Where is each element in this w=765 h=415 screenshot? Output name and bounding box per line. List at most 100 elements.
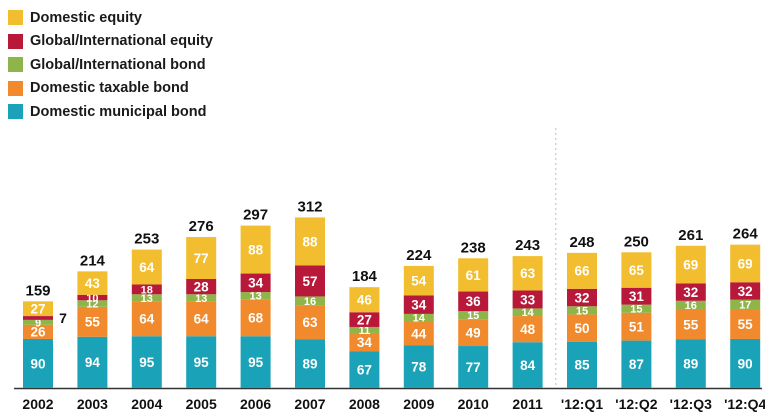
data-label: 10	[86, 292, 98, 304]
bar-segment	[77, 294, 108, 301]
data-label: 43	[85, 276, 101, 291]
data-label: 94	[85, 355, 101, 370]
data-label: 54	[411, 273, 427, 288]
data-label: 90	[738, 356, 753, 371]
legend-label: Domestic equity	[30, 9, 142, 26]
bar-segment	[730, 338, 761, 388]
data-label: 34	[411, 297, 427, 312]
data-label: 95	[248, 355, 264, 370]
data-label: 65	[629, 263, 645, 278]
bar-segment	[621, 312, 652, 341]
bar-segment	[567, 314, 597, 342]
data-label: 50	[574, 321, 589, 336]
bar-segment	[349, 351, 380, 388]
data-label: 32	[738, 284, 753, 299]
data-label: 57	[302, 274, 317, 289]
bar-segment	[403, 295, 434, 314]
total-label: 248	[569, 234, 594, 251]
data-label: 48	[520, 322, 536, 337]
legend-swatch	[8, 33, 23, 49]
bar-segment	[186, 279, 217, 295]
data-label: 55	[683, 317, 699, 332]
legend-item: Global/International bond	[8, 53, 213, 77]
data-label: 64	[139, 260, 155, 275]
bar-segment	[349, 326, 380, 333]
legend-swatch	[8, 57, 23, 73]
bar-segment	[23, 319, 53, 325]
legend: Domestic equity Global/International equi…	[8, 6, 213, 124]
total-label: 261	[678, 227, 703, 244]
data-label: 51	[629, 320, 645, 335]
data-label: 95	[194, 355, 210, 370]
category-label: 2002	[22, 396, 53, 412]
bar-segment	[403, 321, 434, 346]
data-label: 89	[683, 357, 698, 372]
data-label: 68	[248, 311, 264, 326]
bar-segment	[77, 336, 108, 388]
total-label: 214	[80, 252, 106, 269]
data-label: 95	[139, 355, 155, 370]
legend-swatch	[8, 10, 23, 26]
bar-segment	[567, 252, 597, 289]
legend-item: Domestic equity	[8, 6, 213, 30]
category-label: 2010	[458, 396, 489, 412]
bar-segment	[403, 345, 434, 388]
category-label: 2006	[240, 396, 271, 412]
category-label: '12:Q4	[724, 396, 765, 412]
total-label: 250	[624, 233, 649, 250]
data-label: 13	[249, 291, 261, 303]
bar-segment	[512, 342, 543, 388]
data-label: 12	[86, 298, 98, 310]
total-label: 253	[134, 231, 159, 248]
total-label: 276	[189, 218, 214, 235]
bar-segment	[458, 346, 489, 388]
bar-segment	[730, 299, 761, 309]
legend-item: Global/International equity	[8, 30, 213, 54]
bar-segment	[240, 225, 271, 274]
bar-segment	[295, 296, 325, 306]
category-label: 2011	[512, 396, 543, 412]
bar-segment	[458, 311, 489, 320]
legend-swatch	[8, 104, 23, 120]
data-label: 55	[85, 315, 101, 330]
data-label: 67	[357, 363, 372, 378]
bar-segment	[675, 309, 706, 340]
bar-segment	[295, 339, 325, 388]
bar-segment	[567, 306, 597, 315]
bar-segment	[186, 336, 217, 388]
bar-segment	[730, 244, 761, 283]
bar-segment	[23, 301, 53, 317]
category-label: '12:Q1	[561, 396, 603, 412]
bar-segment	[512, 290, 543, 309]
data-label: 84	[520, 358, 536, 373]
data-label: 63	[302, 315, 318, 330]
data-label: 32	[683, 285, 698, 300]
bar-segment	[403, 313, 434, 322]
category-label: '12:Q3	[670, 396, 712, 412]
data-label: 28	[194, 279, 210, 294]
data-label: 17	[739, 299, 751, 311]
bar-segment	[23, 324, 53, 339]
category-label: 2004	[131, 396, 162, 412]
data-label: 16	[304, 296, 316, 308]
legend-item: Domestic taxable bond	[8, 77, 213, 101]
bar-segment	[77, 300, 108, 307]
bar-segment	[512, 316, 543, 343]
bar-segment	[295, 305, 325, 340]
bar-segment	[23, 316, 53, 320]
total-label: 184	[352, 268, 378, 285]
bar-segment	[621, 304, 652, 313]
total-label: 238	[461, 239, 486, 256]
bar-segment	[675, 283, 706, 301]
bar-segment	[458, 319, 489, 347]
bar-segment	[131, 284, 162, 295]
data-label: 89	[302, 357, 317, 372]
data-label: 18	[141, 284, 153, 296]
bar-segment	[621, 252, 652, 288]
data-label: 64	[139, 312, 155, 327]
data-label: 13	[141, 293, 153, 305]
bar-segment	[567, 341, 597, 388]
data-label: 14	[521, 307, 534, 319]
legend-label: Global/International equity	[30, 33, 213, 50]
data-label: 44	[411, 326, 427, 341]
